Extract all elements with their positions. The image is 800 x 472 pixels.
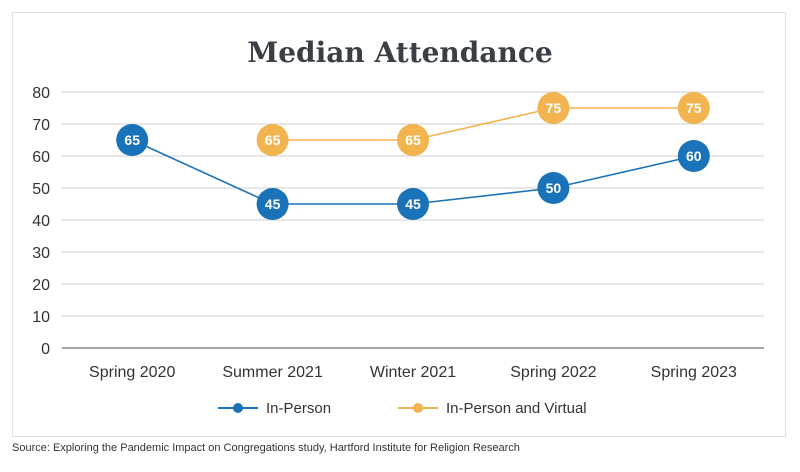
data-label: 65	[124, 132, 140, 148]
y-tick-label: 50	[32, 181, 50, 198]
axis-labels: 0 10 20 30 40 50 60 70 80 Spring 2020 Summer 2021 W…	[32, 85, 737, 381]
series-line	[272, 107, 694, 141]
y-tick-label: 60	[32, 149, 50, 166]
data-label: 75	[686, 100, 702, 116]
legend-label: In-Person	[266, 400, 331, 417]
y-tick-label: 0	[41, 341, 50, 358]
y-tick-label: 40	[32, 213, 50, 230]
legend-marker	[413, 403, 423, 413]
legend-item: In-Person and Virtual	[398, 400, 587, 417]
y-tick-label: 30	[32, 245, 50, 262]
data-label: 60	[686, 148, 702, 164]
y-tick-label: 70	[32, 117, 50, 134]
x-tick-label: Spring 2020	[89, 364, 175, 381]
data-point	[677, 140, 710, 172]
chart-title: Median Attendance	[247, 36, 552, 69]
chart: Median Attendance 0 10 20 30 40 50 60 70 80 Sprin…	[32, 36, 764, 417]
series-in-person: 65 45 45 50 60	[116, 124, 710, 220]
data-label: 65	[405, 132, 421, 148]
legend: In-Person In-Person and Virtual	[218, 400, 587, 417]
y-tick-label: 10	[32, 309, 50, 326]
legend-marker	[233, 403, 243, 413]
data-label: 50	[546, 180, 562, 196]
data-point	[677, 92, 710, 124]
data-point	[116, 124, 149, 156]
data-label: 75	[546, 100, 562, 116]
series-layer: 65 65 75 75 65 45 45 50 60	[116, 92, 710, 220]
data-label: 65	[265, 132, 281, 148]
legend-label: In-Person and Virtual	[446, 400, 587, 417]
x-tick-label: Winter 2021	[370, 364, 456, 381]
data-point	[256, 188, 289, 220]
x-tick-label: Spring 2023	[651, 364, 737, 381]
legend-item: In-Person	[218, 400, 331, 417]
y-tick-label: 80	[32, 85, 50, 102]
data-point	[256, 124, 289, 156]
y-tick-label: 20	[32, 277, 50, 294]
x-tick-label: Spring 2022	[510, 364, 596, 381]
source-note: Source: Exploring the Pandemic Impact on…	[12, 442, 520, 454]
data-label: 45	[265, 196, 281, 212]
data-label: 45	[405, 196, 421, 212]
data-point	[537, 92, 570, 124]
data-point	[397, 124, 429, 156]
series-in-person-and-virtual: 65 65 75 75	[256, 92, 710, 156]
x-tick-label: Summer 2021	[222, 364, 323, 381]
data-point	[397, 188, 429, 220]
data-point	[537, 172, 570, 204]
chart-frame	[12, 12, 786, 437]
